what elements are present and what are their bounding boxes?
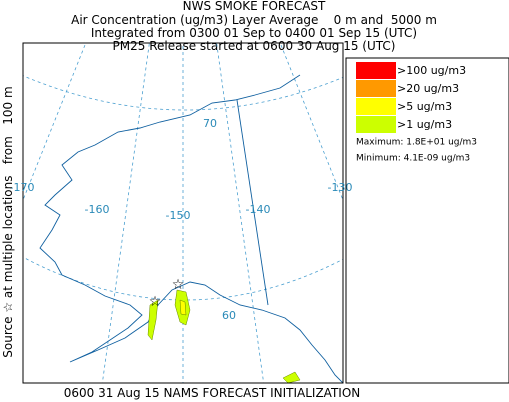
svg-text:☆: ☆ xyxy=(172,277,185,293)
smoke-plume xyxy=(147,289,301,383)
footer: 0600 31 Aug 15 NAMS FORECAST INITIALIZAT… xyxy=(64,386,361,400)
legend-label: >100 ug/m3 xyxy=(397,64,466,77)
grid-label: 70 xyxy=(203,117,217,130)
legend-swatch xyxy=(356,80,396,97)
map-area: ☆☆ xyxy=(23,43,343,383)
legend-box xyxy=(345,57,509,384)
border xyxy=(236,99,269,306)
minimum: Minimum: 4.1E-09 ug/m3 xyxy=(356,154,470,164)
subtitle: Air Concentration (ug/m3) Layer Average … xyxy=(71,13,437,27)
legend-label: >20 ug/m3 xyxy=(397,82,459,95)
grid-label: -130 xyxy=(328,181,353,194)
source-stars: ☆☆ xyxy=(149,277,185,310)
legend-label: >1 ug/m3 xyxy=(397,118,452,131)
grid-label: 60 xyxy=(222,309,236,322)
side-label: Source ☆ at multiple locations from 100 … xyxy=(1,86,15,357)
legend-swatch xyxy=(356,62,396,79)
coastline xyxy=(39,74,343,383)
svg-text:☆: ☆ xyxy=(149,294,162,310)
legend-swatch xyxy=(356,98,396,115)
title: NWS SMOKE FORECAST xyxy=(183,0,326,13)
grid-label: -170 xyxy=(10,181,35,194)
grid-label: -140 xyxy=(246,203,271,216)
grid-label: -160 xyxy=(85,203,110,216)
legend-label: >5 ug/m3 xyxy=(397,100,452,113)
subtitle: Integrated from 0300 01 Sep to 0400 01 S… xyxy=(91,26,417,40)
maximum: Maximum: 1.8E+01 ug/m3 xyxy=(356,138,477,148)
legend-swatch xyxy=(356,116,396,133)
map-frame xyxy=(22,42,344,384)
subtitle: PM25 Release started at 0600 30 Aug 15 (… xyxy=(113,39,396,53)
grid-label: -150 xyxy=(166,209,191,222)
